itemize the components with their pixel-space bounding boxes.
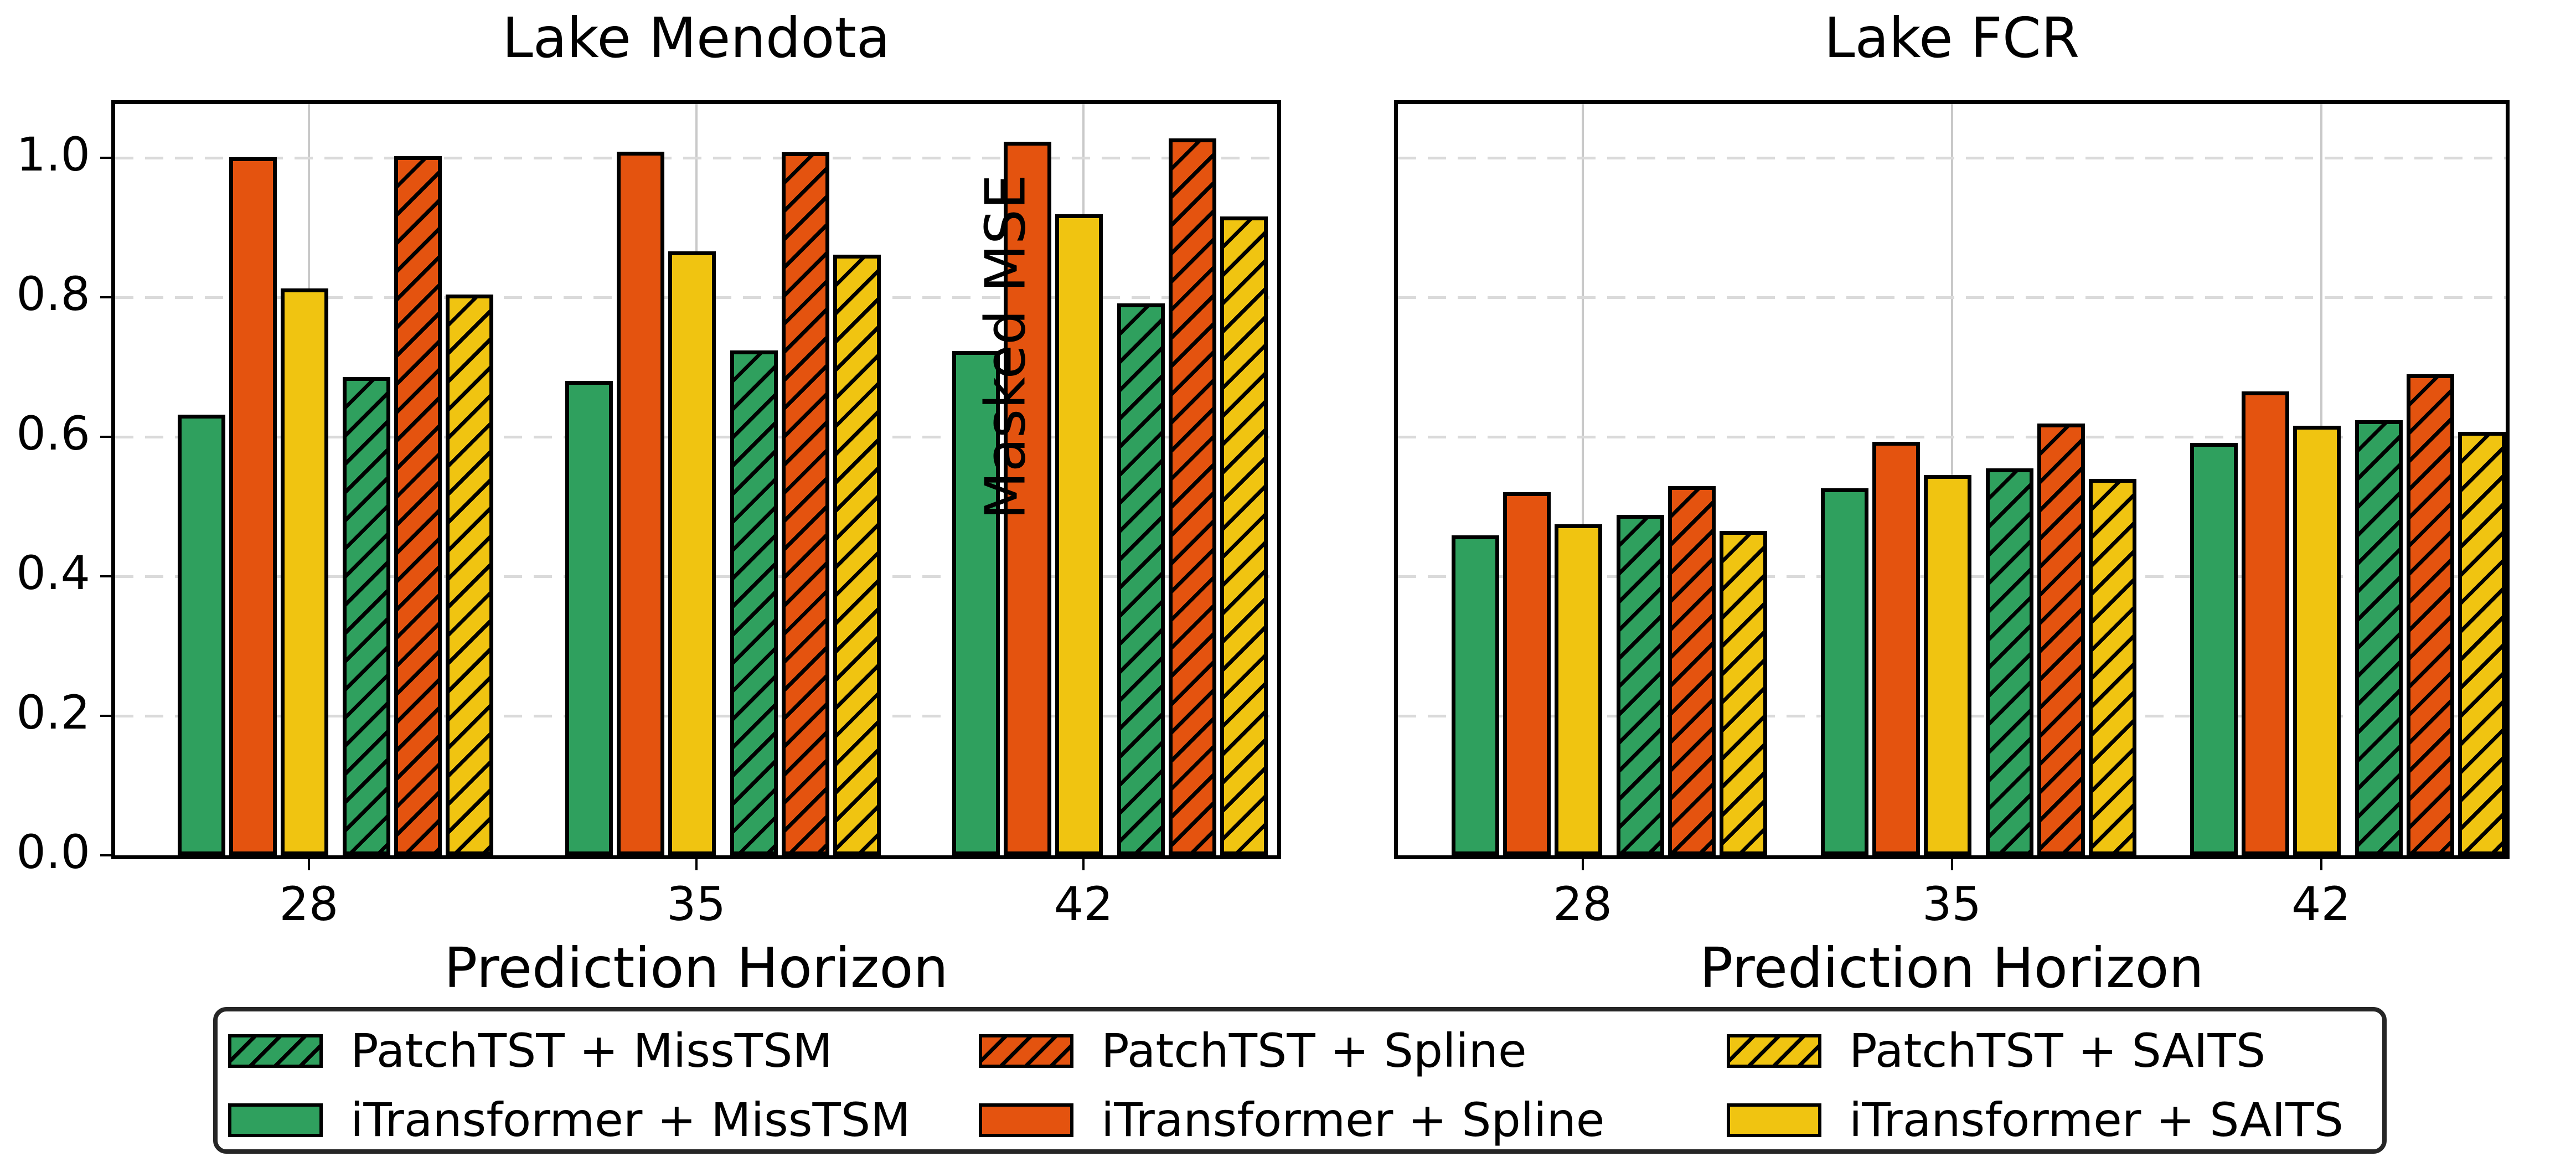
bar-patchtst-misstsm-h35 [730, 350, 778, 855]
y-tick-label-0.4: 0.4 [16, 546, 90, 600]
plot-area-lake-fcr: 28 35 42 [1394, 100, 2510, 930]
legend-entry-patchtst-spline: PatchTST + Spline [979, 1028, 1527, 1074]
legend-swatch-icon [228, 1103, 323, 1137]
bar-itransformer-misstsm-h28 [1451, 535, 1499, 855]
y-tick-mark-0.2 [100, 715, 111, 717]
bar-itransformer-saits-h35 [668, 251, 716, 855]
bar-group-horizon-35 [1820, 104, 2136, 855]
bar-itransformer-spline-h28 [229, 157, 277, 855]
horizontal-gridline-0.6 [1398, 436, 2506, 438]
x-tick-mark-35 [695, 859, 698, 870]
legend-entry-patchtst-saits: PatchTST + SAITS [1727, 1028, 2265, 1074]
y-tick-label-0.6: 0.6 [16, 406, 90, 461]
bar-patchtst-misstsm-h28 [342, 377, 390, 855]
plot-title-lake-fcr: Lake FCR [1824, 6, 2080, 70]
bar-itransformer-spline-h35 [616, 152, 664, 855]
bar-itransformer-misstsm-h35 [565, 381, 613, 855]
legend-label: iTransformer + Spline [1101, 1093, 1605, 1147]
x-tick-label-35: 35 [1922, 877, 1981, 931]
horizontal-gridline-1 [1398, 157, 2506, 160]
legend-label: PatchTST + Spline [1101, 1024, 1527, 1078]
bar-itransformer-saits-h28 [1554, 524, 1602, 855]
bar-patchtst-spline-h35 [781, 152, 829, 855]
x-tick-label-28: 28 [1553, 877, 1612, 931]
legend-box: PatchTST + MissTSM iTransformer + MissTSM… [213, 1007, 2387, 1154]
x-tick-label-35: 35 [667, 877, 726, 931]
bar-group-horizon-28 [1451, 104, 1767, 855]
x-tick-mark-28 [307, 859, 310, 870]
bar-patchtst-saits-h35 [833, 255, 881, 855]
bar-group-horizon-42 [2190, 104, 2506, 855]
y-tick-mark-0.4 [100, 575, 111, 577]
bar-patchtst-spline-h42 [2406, 374, 2454, 855]
horizontal-gridline-1 [115, 157, 1277, 160]
bar-group-horizon-42 [952, 104, 1268, 855]
bar-itransformer-spline-h42 [2241, 391, 2289, 855]
y-axis-label: Masked MSE [973, 174, 1038, 520]
x-tick-mark-42 [1082, 859, 1085, 870]
y-tick-label-0.0: 0.0 [16, 825, 90, 879]
legend-swatch-icon [1727, 1103, 1821, 1137]
bar-patchtst-spline-h42 [1169, 138, 1217, 855]
bar-itransformer-spline-h28 [1503, 492, 1551, 855]
plot-area-lake-mendota: 28 35 42 0.0 0.2 0.4 0.6 0.8 1.0 [16, 100, 1281, 930]
bar-patchtst-saits-h28 [445, 295, 493, 855]
y-tick-mark-1.0 [100, 157, 111, 159]
y-tick-mark-0.6 [100, 436, 111, 438]
y-tick-mark-0.0 [100, 854, 111, 856]
bar-itransformer-spline-h35 [1872, 442, 1920, 855]
legend-swatch-icon [1727, 1034, 1821, 1068]
bar-patchtst-saits-h28 [1719, 531, 1767, 855]
legend-entry-itransformer-saits: iTransformer + SAITS [1727, 1097, 2343, 1143]
legend-swatch-icon [979, 1034, 1073, 1068]
bar-patchtst-saits-h35 [2088, 479, 2136, 855]
x-tick-mark-35 [1950, 859, 1953, 870]
x-axis-label-left: Prediction Horizon [444, 936, 948, 1000]
x-tick-label-42: 42 [1054, 877, 1113, 931]
bar-patchtst-saits-h42 [2458, 432, 2506, 855]
x-tick-mark-42 [2320, 859, 2322, 870]
bar-itransformer-misstsm-h35 [1820, 488, 1868, 855]
x-tick-label-42: 42 [2291, 877, 2351, 931]
legend-label: iTransformer + MissTSM [350, 1093, 911, 1147]
bar-group-horizon-35 [565, 104, 881, 855]
horizontal-gridline-0.8 [1398, 296, 2506, 299]
legend-entry-itransformer-spline: iTransformer + Spline [979, 1097, 1604, 1143]
y-tick-label-1.0: 1.0 [16, 127, 90, 182]
bar-itransformer-saits-h28 [280, 288, 328, 855]
bar-itransformer-misstsm-h28 [177, 415, 225, 855]
bar-itransformer-misstsm-h42 [952, 351, 1000, 855]
bar-patchtst-misstsm-h28 [1616, 515, 1664, 855]
x-axis-label-right: Prediction Horizon [1700, 936, 2204, 1000]
legend-label: PatchTST + SAITS [1849, 1024, 2266, 1078]
plot-title-lake-mendota: Lake Mendota [502, 6, 890, 70]
legend-entry-patchtst-misstsm: PatchTST + MissTSM [228, 1028, 833, 1074]
legend-label: PatchTST + MissTSM [350, 1024, 833, 1078]
bar-patchtst-misstsm-h42 [1117, 303, 1165, 855]
bar-patchtst-saits-h42 [1220, 216, 1268, 855]
bar-patchtst-spline-h28 [1668, 486, 1716, 855]
vertical-gridline-28 [1581, 104, 1584, 855]
bar-itransformer-saits-h35 [1923, 475, 1971, 855]
legend-swatch-icon [979, 1103, 1073, 1137]
bar-itransformer-saits-h42 [2293, 426, 2341, 855]
bar-itransformer-saits-h42 [1055, 214, 1103, 855]
legend-swatch-icon [228, 1034, 323, 1068]
bar-patchtst-misstsm-h42 [2355, 420, 2403, 855]
bar-group-horizon-28 [177, 104, 493, 855]
y-tick-label-0.8: 0.8 [16, 267, 90, 321]
bar-patchtst-spline-h35 [2037, 424, 2085, 855]
bar-patchtst-spline-h28 [394, 156, 442, 855]
bar-itransformer-misstsm-h42 [2190, 443, 2238, 855]
bar-patchtst-misstsm-h35 [1985, 468, 2033, 855]
bar-itransformer-spline-h42 [1004, 142, 1052, 855]
legend-label: iTransformer + SAITS [1849, 1093, 2343, 1147]
y-tick-mark-0.8 [100, 296, 111, 298]
legend-entry-itransformer-misstsm: iTransformer + MissTSM [228, 1097, 911, 1143]
x-tick-label-28: 28 [279, 877, 339, 931]
x-tick-mark-28 [1581, 859, 1584, 870]
y-tick-label-0.2: 0.2 [16, 685, 90, 740]
